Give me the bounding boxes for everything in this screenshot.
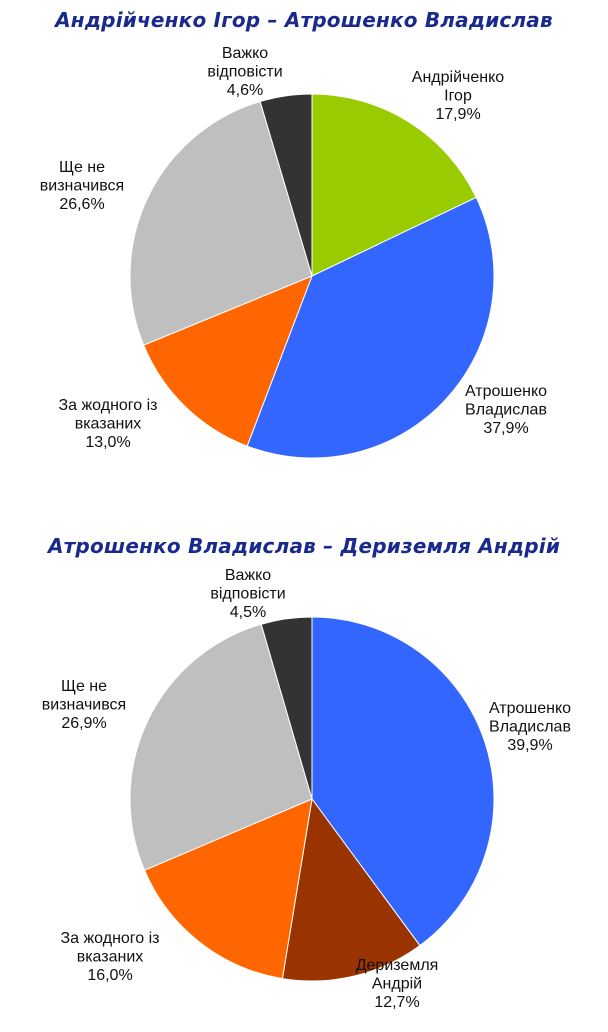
chart-1-slice-2-name-label: Атрошенко xyxy=(465,383,547,400)
chart-1-slice-1 xyxy=(311,93,477,277)
chart-1-slice-4-value-label: 26,6% xyxy=(59,196,104,213)
chart-1-slice-2-name-label: Владислав xyxy=(465,402,547,419)
chart-1-slice-3-value-label: 13,0% xyxy=(85,434,130,451)
chart-2-slice-1-value-label: 39,9% xyxy=(507,737,552,754)
chart-2-slice-3-name-label: За жодного із xyxy=(60,930,159,947)
chart-2-slice-3-label: За жодного із вказаних 16,0% xyxy=(60,930,159,984)
chart-1-slice-5-name-label: відповісти xyxy=(207,64,282,81)
chart-1-slice-5-value-label: 4,6% xyxy=(227,82,263,99)
chart-2-slice-4-name-label: визначився xyxy=(42,697,126,714)
chart-1-slice-1-label: Андрійченко Ігор 17,9% xyxy=(412,69,504,123)
chart-2-slice-4-label: Ще не визначився 26,9% xyxy=(42,678,126,732)
chart-1-title: Андрійченко Ігор – Атрошенко Владислав xyxy=(55,8,553,32)
chart-2-slice-5-name-label: Важко xyxy=(225,567,271,584)
chart-2-slice-5-name-label: відповісти xyxy=(210,586,285,603)
chart-2-slice-1-label: Атрошенко Владислав 39,9% xyxy=(489,700,571,754)
chart-1-slice-2-label: Атрошенко Владислав 37,9% xyxy=(465,383,547,437)
chart-2-slice-5-value-label: 4,5% xyxy=(230,604,266,621)
chart-2-slice-1-name-label: Владислав xyxy=(489,719,571,736)
chart-1-slice-5-name-label: Важко xyxy=(222,45,268,62)
chart-2-slice-2-name-label: Андрій xyxy=(372,976,422,993)
chart-2-slice-2-name-label: Дериземля xyxy=(356,957,439,974)
chart-2-slice-4-value-label: 26,9% xyxy=(61,715,106,732)
chart-2-slice-1-name-label: Атрошенко xyxy=(489,700,571,717)
chart-2-slice-4 xyxy=(129,623,313,871)
chart-1-slice-4 xyxy=(129,100,313,346)
chart-1-slice-3 xyxy=(142,275,313,447)
chart-1-slice-5 xyxy=(259,93,313,277)
chart-2-slice-2-label: Дериземля Андрій 12,7% xyxy=(356,957,439,1011)
chart-1-slice-5-label: Важко відповісти 4,6% xyxy=(207,45,282,99)
pie-chart-1: Андрійченко Ігор 17,9% Атрошенко Владислав 37… xyxy=(0,0,608,512)
chart-2-slice-5-label: Важко відповісти 4,5% xyxy=(210,567,285,621)
chart-2-slice-3-name-label: вказаних xyxy=(77,949,144,966)
chart-1-slice-1-name-label: Ігор xyxy=(444,88,472,105)
chart-1-slice-3-name-label: За жодного із xyxy=(58,397,157,414)
chart-2-slice-4-name-label: Ще не xyxy=(61,678,107,695)
chart-1-slice-4-name-label: визначився xyxy=(40,178,124,195)
pie-chart-2-plot: Атрошенко Владислав 39,9% Дериземля Андрій 12… xyxy=(42,567,571,1011)
chart-1-slice-2 xyxy=(246,196,495,459)
chart-1-slice-3-name-label: вказаних xyxy=(75,416,142,433)
chart-1-slice-4-name-label: Ще не xyxy=(59,159,105,176)
chart-2-slice-5 xyxy=(260,616,313,800)
chart-1-slice-1-value-label: 17,9% xyxy=(435,106,480,123)
chart-1-slice-3-label: За жодного із вказаних 13,0% xyxy=(58,397,157,451)
chart-1-slice-2-value-label: 37,9% xyxy=(483,420,528,437)
chart-2-title: Атрошенко Владислав – Дериземля Андрій xyxy=(47,534,561,558)
pie-chart-2: Атрошенко Владислав 39,9% Дериземля Андрій 12… xyxy=(0,520,608,1032)
pie-chart-1-plot: Андрійченко Ігор 17,9% Атрошенко Владислав 37… xyxy=(40,45,547,459)
chart-1-slice-1-name-label: Андрійченко xyxy=(412,69,504,86)
chart-2-slice-2 xyxy=(281,797,421,982)
chart-2-slice-3 xyxy=(143,798,313,980)
chart-2-slice-1 xyxy=(311,616,495,947)
chart-2-slice-2-value-label: 12,7% xyxy=(374,994,419,1011)
chart-1-slice-4-label: Ще не визначився 26,6% xyxy=(40,159,124,213)
chart-2-slice-3-value-label: 16,0% xyxy=(87,967,132,984)
